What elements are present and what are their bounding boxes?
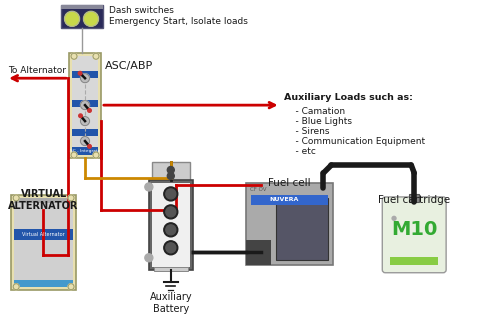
Circle shape xyxy=(164,223,178,237)
Bar xyxy=(61,5,103,28)
Circle shape xyxy=(168,167,174,174)
Bar xyxy=(72,129,98,136)
Circle shape xyxy=(168,173,174,179)
Text: - etc: - etc xyxy=(284,147,316,156)
Bar xyxy=(149,180,192,270)
Circle shape xyxy=(13,195,19,201)
Text: M10: M10 xyxy=(391,220,438,239)
Circle shape xyxy=(164,187,178,201)
Circle shape xyxy=(145,254,153,262)
Bar xyxy=(390,257,438,265)
Circle shape xyxy=(80,136,90,146)
Text: - Communication Equipment: - Communication Equipment xyxy=(284,137,424,146)
Circle shape xyxy=(93,152,99,158)
Text: ASC - Integrated: ASC - Integrated xyxy=(67,149,103,153)
Circle shape xyxy=(71,53,77,59)
Bar xyxy=(69,53,101,158)
Circle shape xyxy=(164,205,178,219)
Bar xyxy=(72,100,98,107)
Circle shape xyxy=(88,145,92,148)
Text: Fuel cartridge: Fuel cartridge xyxy=(378,195,450,205)
Text: VIRTUAL
ALTERNATOR: VIRTUAL ALTERNATOR xyxy=(8,189,79,211)
Circle shape xyxy=(166,243,176,253)
Bar xyxy=(246,183,334,265)
Text: ●: ● xyxy=(390,215,396,221)
Text: - Sirens: - Sirens xyxy=(284,127,329,136)
Bar xyxy=(276,198,328,260)
Bar xyxy=(14,198,73,287)
Text: Fuel cell: Fuel cell xyxy=(268,178,311,188)
Text: - Blue Lights: - Blue Lights xyxy=(284,117,352,126)
Circle shape xyxy=(13,284,19,290)
Text: ASC/ABP: ASC/ABP xyxy=(105,61,153,71)
Bar xyxy=(154,267,188,271)
Circle shape xyxy=(145,183,153,191)
Circle shape xyxy=(71,152,77,158)
Text: CF OV: CF OV xyxy=(250,187,266,192)
Circle shape xyxy=(166,189,176,199)
Circle shape xyxy=(80,117,90,126)
Bar xyxy=(72,147,98,155)
Bar xyxy=(72,56,98,155)
Circle shape xyxy=(164,241,178,255)
Bar xyxy=(409,194,419,202)
Bar xyxy=(246,240,270,265)
Bar xyxy=(72,71,98,78)
Circle shape xyxy=(93,53,99,59)
Bar xyxy=(61,5,103,10)
Circle shape xyxy=(64,11,80,26)
Text: To Alternator: To Alternator xyxy=(8,66,66,75)
Circle shape xyxy=(88,109,92,112)
Bar xyxy=(14,280,73,287)
Text: Auxiliary
Battery: Auxiliary Battery xyxy=(150,292,192,314)
Bar xyxy=(11,195,76,290)
Circle shape xyxy=(166,225,176,235)
Circle shape xyxy=(68,284,74,290)
Bar xyxy=(14,198,73,203)
Text: Dash switches
Emergency Start, Isolate loads: Dash switches Emergency Start, Isolate l… xyxy=(109,6,248,26)
Circle shape xyxy=(68,195,74,201)
Bar xyxy=(250,195,328,205)
Text: Auxiliary Loads such as:: Auxiliary Loads such as: xyxy=(284,93,412,102)
Text: - Camation: - Camation xyxy=(284,107,344,116)
Circle shape xyxy=(78,72,82,75)
Bar xyxy=(152,162,190,180)
Circle shape xyxy=(78,114,82,117)
Bar xyxy=(14,229,73,240)
Circle shape xyxy=(80,101,90,110)
Circle shape xyxy=(166,207,176,217)
FancyBboxPatch shape xyxy=(382,197,446,273)
Text: NUVERA: NUVERA xyxy=(270,197,299,202)
Circle shape xyxy=(80,74,90,83)
Bar xyxy=(152,183,190,267)
Circle shape xyxy=(84,11,98,26)
Text: Virtual Alternator: Virtual Alternator xyxy=(22,232,65,237)
